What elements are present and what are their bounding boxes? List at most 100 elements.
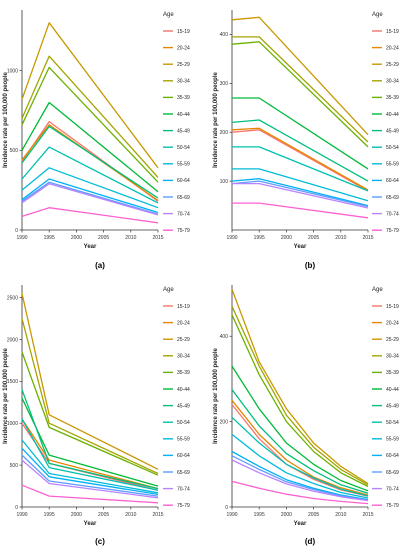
legend-entry: 50-54 bbox=[386, 420, 399, 426]
series-line bbox=[21, 101, 159, 193]
legend-entry: 25-29 bbox=[386, 337, 399, 343]
x-tick-label: 2015 bbox=[362, 235, 373, 241]
y-tick-label: 1000 bbox=[7, 421, 18, 427]
legend-entry: 45-49 bbox=[386, 403, 399, 409]
chart-panel: 1990 1995 2000 2005 2010 2015 0 500 1000 1500 2000… bbox=[3, 285, 190, 546]
legend-entry: 55-59 bbox=[386, 437, 399, 443]
legend-entry: 30-34 bbox=[386, 79, 399, 85]
series-line bbox=[21, 454, 159, 497]
legend-entry: 20-24 bbox=[177, 320, 190, 326]
legend-entry: 50-54 bbox=[386, 145, 399, 151]
y-tick-label: 200 bbox=[220, 130, 229, 136]
y-tick-label: 2500 bbox=[7, 295, 18, 301]
series-line bbox=[21, 178, 159, 214]
legend-entry: 65-69 bbox=[177, 470, 190, 476]
series-line bbox=[21, 318, 159, 475]
panel-label: (b) bbox=[305, 261, 316, 270]
x-tick-label: 2010 bbox=[125, 235, 136, 241]
series-line bbox=[21, 207, 159, 224]
legend-entry: 35-39 bbox=[386, 370, 399, 376]
series-line bbox=[231, 180, 369, 208]
chart-panel: 1990 1995 2000 2005 2010 2015 0 500 1000 Year Inci… bbox=[3, 10, 190, 270]
series-line bbox=[21, 418, 159, 490]
series-line bbox=[21, 124, 159, 202]
series-line bbox=[21, 22, 159, 169]
panel-label: (d) bbox=[305, 537, 316, 546]
legend-entry: 25-29 bbox=[386, 62, 399, 68]
series-line bbox=[231, 127, 369, 191]
series-line bbox=[231, 16, 369, 136]
series-line bbox=[231, 178, 369, 207]
legend-entry: 60-64 bbox=[177, 453, 190, 459]
series-line bbox=[232, 168, 369, 202]
legend-entry: 60-64 bbox=[386, 453, 399, 459]
y-axis-label: Incidence rate per 100,000 people bbox=[3, 347, 9, 443]
chart-panel: 1990 1995 2000 2005 2010 2015 0 200 400 Year Incid… bbox=[213, 285, 399, 546]
series-line bbox=[21, 55, 159, 178]
y-tick-label: 200 bbox=[220, 419, 229, 425]
x-tick-label: 1995 bbox=[254, 235, 265, 241]
legend-entry: 75-79 bbox=[177, 228, 190, 234]
x-tick-label: 2005 bbox=[308, 512, 319, 518]
series-line bbox=[21, 167, 159, 209]
series-line bbox=[231, 399, 369, 496]
series-line bbox=[21, 293, 159, 470]
y-tick-label: 500 bbox=[10, 148, 19, 154]
legend-entry: 35-39 bbox=[177, 370, 190, 376]
series-line bbox=[21, 66, 159, 183]
legend-entry: 60-64 bbox=[386, 178, 399, 184]
legend-entry: 35-39 bbox=[386, 95, 399, 101]
series-line bbox=[232, 97, 369, 170]
legend-entry: 55-59 bbox=[177, 162, 190, 168]
series-line bbox=[231, 365, 369, 492]
legend-title: Age bbox=[163, 12, 174, 18]
series-line bbox=[231, 314, 369, 488]
y-tick-label: 2000 bbox=[7, 337, 18, 343]
legend-entry: 70-74 bbox=[386, 486, 399, 492]
y-tick-label: 0 bbox=[15, 228, 18, 234]
x-tick-label: 1995 bbox=[254, 512, 265, 518]
series-line bbox=[21, 397, 159, 487]
x-tick-label: 2015 bbox=[362, 512, 373, 518]
legend-entry: 20-24 bbox=[386, 320, 399, 326]
series-line bbox=[21, 146, 159, 204]
legend-entry: 75-79 bbox=[386, 503, 399, 509]
y-axis-label: Incidence rate per 100,000 people bbox=[213, 347, 219, 443]
series-line bbox=[21, 183, 159, 216]
x-axis-label: Year bbox=[84, 521, 97, 527]
series-line bbox=[232, 36, 369, 143]
x-tick-label: 2015 bbox=[152, 512, 163, 518]
x-tick-label: 1995 bbox=[44, 235, 55, 241]
series-line bbox=[231, 455, 369, 501]
y-axis-label: Incidence rate per 100,000 people bbox=[213, 71, 219, 167]
legend-entry: 40-44 bbox=[177, 112, 190, 118]
legend-entry: 40-44 bbox=[177, 387, 190, 393]
legend-entry: 45-49 bbox=[177, 128, 190, 134]
y-tick-label: 400 bbox=[220, 334, 229, 340]
x-tick-label: 1995 bbox=[44, 512, 55, 518]
x-tick-label: 2010 bbox=[125, 512, 136, 518]
legend-entry: 40-44 bbox=[386, 387, 399, 393]
series-line bbox=[231, 480, 369, 505]
series-line bbox=[21, 351, 159, 476]
legend-entry: 75-79 bbox=[177, 503, 190, 509]
series-line bbox=[231, 306, 369, 486]
x-tick-label: 1990 bbox=[16, 512, 27, 518]
x-tick-label: 1990 bbox=[226, 235, 237, 241]
legend-entry: 25-29 bbox=[177, 337, 190, 343]
y-tick-label: 500 bbox=[10, 463, 19, 469]
series-line bbox=[21, 418, 159, 491]
series-line bbox=[231, 416, 369, 497]
y-tick-label: 0 bbox=[15, 505, 18, 511]
series-line bbox=[232, 146, 369, 192]
series-line bbox=[231, 459, 369, 502]
y-tick-label: 400 bbox=[220, 32, 229, 38]
x-tick-label: 2000 bbox=[281, 235, 292, 241]
series-line bbox=[21, 439, 159, 494]
panel-label: (c) bbox=[95, 537, 105, 546]
legend-title: Age bbox=[372, 287, 383, 293]
legend-entry: 70-74 bbox=[386, 211, 399, 217]
x-tick-label: 2005 bbox=[98, 512, 109, 518]
x-tick-label: 2000 bbox=[71, 235, 82, 241]
legend-entry: 15-19 bbox=[177, 304, 190, 310]
